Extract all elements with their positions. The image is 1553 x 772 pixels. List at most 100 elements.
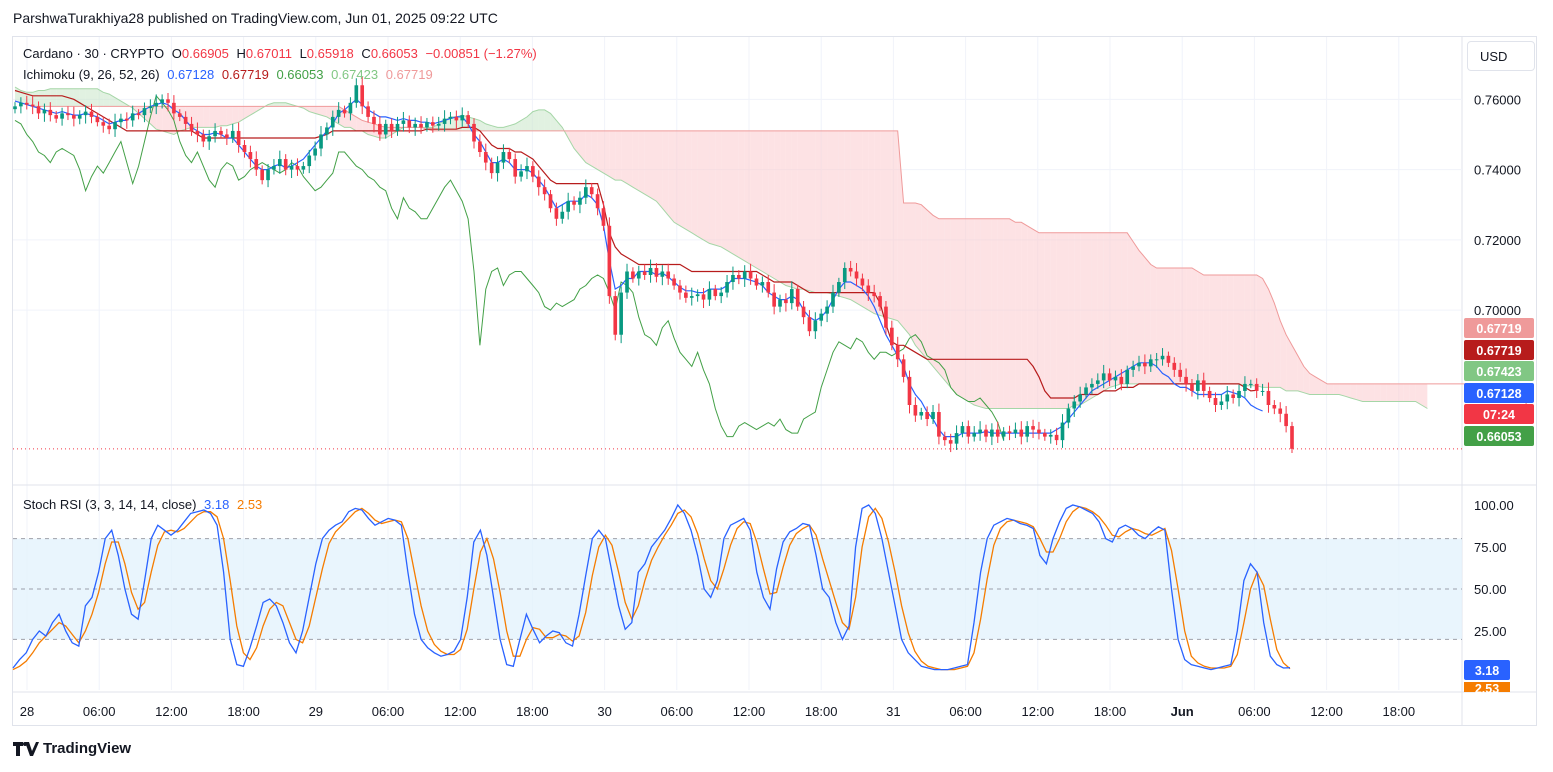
cloud-segment [568,130,575,149]
candle-body [183,116,188,124]
x-tick-label: 31 [886,704,900,719]
cloud-segment [179,106,186,131]
x-tick-label: 12:00 [1022,704,1055,719]
cloud-segment [621,130,628,184]
candle-body [248,152,253,160]
cloud-segment [1156,267,1163,384]
candle-body [589,187,594,195]
candle-body [266,169,270,181]
candle-body [372,116,376,124]
candle-body [1084,387,1088,395]
tradingview-logo[interactable]: TradingView [13,740,131,757]
candle-body [837,282,841,293]
cloud-segment [915,202,922,353]
candle-body [1237,390,1241,398]
x-tick-label: 18:00 [1383,704,1416,719]
cloud-segment [656,130,663,209]
cloud-segment [526,111,533,131]
candle-body [325,127,329,135]
cloud-segment [856,130,863,307]
candle-body [83,111,88,116]
ichimoku-legend[interactable]: Ichimoku (9, 26, 52, 26) 0.67128 0.67719… [23,67,437,82]
price-tag-label: 0.67719 [1476,344,1521,358]
symbol-label[interactable]: Cardano · 30 · CRYPTO [23,46,165,61]
price-tag [1464,361,1534,381]
candle-body [1095,380,1100,384]
leading-span-b-line [14,100,1528,406]
cloud-segment [1209,275,1216,384]
open-label: O0.66905 [171,46,229,61]
candle-body [825,306,829,314]
ichimoku-title: Ichimoku (9, 26, 52, 26) [23,67,160,82]
stoch-k-line [12,503,1291,671]
candle-body [866,285,871,293]
candle-body [501,152,506,163]
stoch-legend[interactable]: Stoch RSI (3, 3, 14, 14, close) 3.18 2.5… [23,497,266,512]
cloud-segment [1050,232,1057,409]
low-label: L0.65918 [299,46,354,61]
cloud-segment [615,130,622,181]
y-tick-label: 0.70000 [1474,303,1521,318]
candle-body [54,115,59,119]
cloud-segment [1244,275,1251,386]
cloud-segment [1044,232,1051,409]
cloud-segment [897,130,904,328]
cloud-segment [232,106,239,124]
cloud-segment [738,130,745,261]
x-tick-label: 06:00 [1238,704,1271,719]
cloud-segment [1174,267,1181,384]
cloud-segment [321,106,327,117]
candle-body [60,113,64,119]
cloud-segment [1180,267,1187,384]
cloud-segment [809,130,816,293]
candle-body [754,278,759,286]
cloud-segment [1327,383,1334,395]
candle-body [1060,422,1065,441]
candle-body [737,275,741,279]
candle-body [937,412,941,437]
candle-body [1272,405,1277,409]
candle-body [725,282,729,293]
candle-body [142,108,147,116]
cloud-segment [1268,289,1275,388]
cloud-segment [679,130,686,230]
ichimoku-lagging-value: 0.66053 [276,67,324,82]
cloud-segment [974,218,981,407]
cloud-segment [909,202,916,346]
candle-body [1031,426,1035,430]
candle-body [1160,355,1165,360]
candle-body [854,271,859,279]
price-tag [1464,318,1534,338]
candle-body [831,292,835,307]
candle-body [566,201,570,212]
candle-body [1190,383,1194,391]
candle-body [1172,362,1177,370]
x-tick-label: 06:00 [661,704,694,719]
cloud-segment [1344,383,1351,398]
candle-body [136,113,141,116]
candle-body [1090,383,1094,388]
candle-body [119,118,123,123]
price-tag-label: 0.66053 [1476,430,1521,444]
publisher-line: ParshwaTurakhiya28 published on TradingV… [13,10,498,26]
cloud-segment [1233,275,1240,384]
tradingview-brand: TradingView [43,740,132,757]
cloud-segment [1280,320,1287,391]
x-tick-label: 06:00 [949,704,982,719]
cloud-segment [479,120,486,131]
candle-body [1072,401,1077,409]
cloud-segment [768,130,775,279]
cloud-segment [1074,232,1081,405]
currency-button[interactable]: USD [1467,41,1535,71]
candle-body [536,176,541,188]
candle-body [1078,394,1082,402]
x-tick-label: 28 [20,704,34,719]
cloud-segment [67,88,74,107]
candle-body [430,122,435,126]
candle-body [383,123,388,135]
cloud-segment [1033,229,1039,409]
candle-body [1184,376,1188,384]
candle-body [1284,413,1288,427]
candle-body [731,275,735,283]
